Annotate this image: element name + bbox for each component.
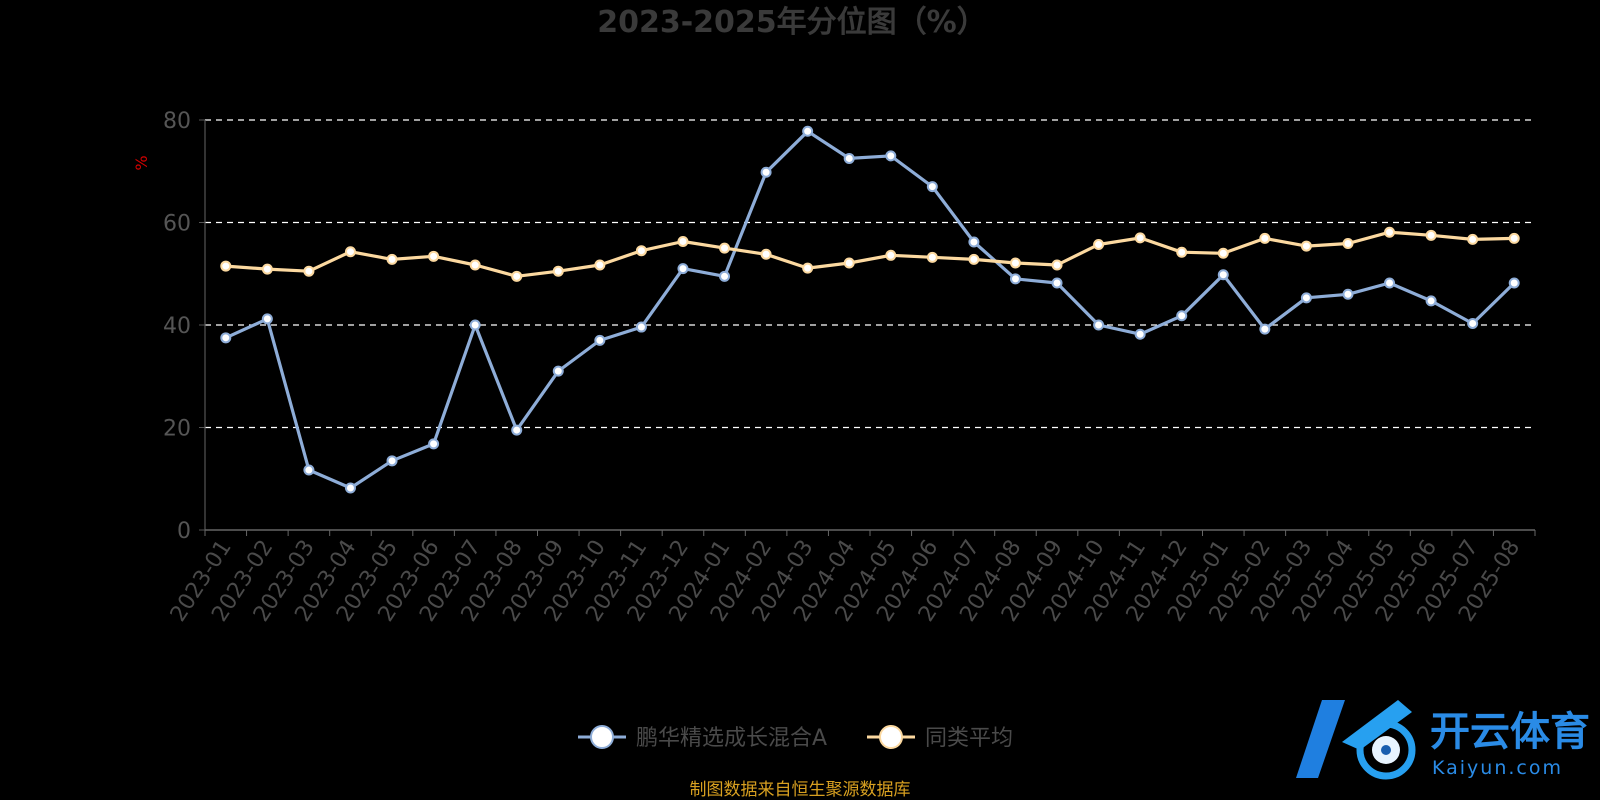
series-1-point[interactable]	[1259, 323, 1271, 335]
series-1-point[interactable]	[1009, 273, 1021, 285]
series-2-point[interactable]	[1259, 232, 1271, 244]
series-2-point[interactable]	[1009, 257, 1021, 269]
series-2-point[interactable]	[594, 259, 606, 271]
legend-label-series-2: 同类平均	[925, 726, 1013, 751]
series-1-point[interactable]	[1508, 277, 1520, 289]
legend-item-series-2[interactable]: 同类平均	[867, 725, 1013, 751]
series-2-point[interactable]	[1425, 229, 1437, 241]
series-1-point[interactable]	[303, 464, 315, 476]
series-1-point[interactable]	[1342, 288, 1354, 300]
series-2-point[interactable]	[1467, 233, 1479, 245]
series-2-point[interactable]	[677, 235, 689, 247]
legend[interactable]: 鹏华精选成长混合A 同类平均	[578, 725, 1013, 751]
series-2-point[interactable]	[1342, 238, 1354, 250]
data-source-note: 制图数据来自恒生聚源数据库	[690, 780, 911, 800]
y-tick-label: 80	[163, 109, 191, 134]
series-2-point[interactable]	[552, 265, 564, 277]
series-1-point[interactable]	[719, 270, 731, 282]
series-2-point[interactable]	[386, 253, 398, 265]
series-1-point[interactable]	[802, 125, 814, 137]
series-2-point[interactable]	[1384, 226, 1396, 238]
series-2-point[interactable]	[635, 245, 647, 257]
series-1-point[interactable]	[428, 438, 440, 450]
chart-title: 2023-2025年分位图（%）	[597, 5, 987, 40]
series-2-point[interactable]	[1508, 232, 1520, 244]
series-2-point[interactable]	[261, 263, 273, 275]
series-1-point[interactable]	[1217, 269, 1229, 281]
series-1-point[interactable]	[1467, 317, 1479, 329]
series-line-2	[225, 230, 1515, 278]
series-2-point[interactable]	[719, 242, 731, 254]
y-tick-labels: 0 20 40 60 80	[163, 109, 191, 544]
watermark-logo: 开云体育 Kaiyun.com	[1296, 700, 1590, 780]
series-1-point[interactable]	[1425, 295, 1437, 307]
series-1-point[interactable]	[1176, 310, 1188, 322]
series-2-point[interactable]	[926, 251, 938, 263]
series-2-point[interactable]	[1051, 259, 1063, 271]
y-tick-label: 0	[177, 519, 191, 544]
watermark-brand: 开云体育	[1430, 709, 1590, 755]
series-1-point[interactable]	[552, 365, 564, 377]
series-1-point[interactable]	[635, 321, 647, 333]
legend-marker-series-1	[590, 725, 614, 749]
series-1-point[interactable]	[1093, 319, 1105, 331]
series-2-point[interactable]	[1300, 240, 1312, 252]
series-1-point[interactable]	[760, 166, 772, 178]
y-tick-label: 40	[163, 314, 191, 339]
series-2-point[interactable]	[1134, 232, 1146, 244]
series-2-point[interactable]	[1093, 239, 1105, 251]
kaiyun-k-emblem-icon	[1296, 700, 1416, 780]
series-2-point[interactable]	[220, 260, 232, 272]
series-1-point[interactable]	[926, 181, 938, 193]
series-2-point[interactable]	[469, 259, 481, 271]
series-1-point[interactable]	[885, 150, 897, 162]
series-2-point[interactable]	[885, 249, 897, 261]
series-1-point[interactable]	[968, 236, 980, 248]
axes	[199, 119, 1536, 536]
series-2-point[interactable]	[1176, 246, 1188, 258]
series-1-point[interactable]	[261, 313, 273, 325]
series-1-point[interactable]	[677, 263, 689, 275]
y-axis-label: %	[132, 155, 151, 170]
x-tick-labels: 2023-012023-022023-032023-042023-052023-…	[166, 536, 1525, 627]
y-tick-label: 20	[163, 417, 191, 442]
legend-marker-series-2	[879, 725, 903, 749]
series-1-point[interactable]	[344, 482, 356, 494]
series-1-point[interactable]	[386, 455, 398, 467]
watermark-url: Kaiyun.com	[1432, 757, 1563, 779]
legend-label-series-1: 鹏华精选成长混合A	[636, 726, 827, 751]
series-lines	[225, 129, 1516, 490]
legend-item-series-1[interactable]: 鹏华精选成长混合A	[578, 725, 827, 751]
series-2-point[interactable]	[1217, 247, 1229, 259]
series-1-point[interactable]	[469, 319, 481, 331]
series-2-point[interactable]	[511, 270, 523, 282]
series-2-point[interactable]	[843, 257, 855, 269]
series-line-1	[225, 129, 1516, 490]
series-1-point[interactable]	[1300, 292, 1312, 304]
series-1-point[interactable]	[1384, 277, 1396, 289]
y-tick-label: 60	[163, 212, 191, 237]
series-2-point[interactable]	[968, 253, 980, 265]
series-2-point[interactable]	[303, 265, 315, 277]
series-2-point[interactable]	[802, 262, 814, 274]
gridlines	[205, 119, 1535, 429]
series-1-point[interactable]	[843, 152, 855, 164]
series-2-point[interactable]	[344, 246, 356, 258]
series-1-point[interactable]	[1134, 328, 1146, 340]
series-points	[220, 125, 1520, 494]
series-2-point[interactable]	[760, 248, 772, 260]
series-1-point[interactable]	[1051, 277, 1063, 289]
series-1-point[interactable]	[594, 334, 606, 346]
series-1-point[interactable]	[511, 424, 523, 436]
series-1-point[interactable]	[220, 332, 232, 344]
series-2-point[interactable]	[428, 250, 440, 262]
